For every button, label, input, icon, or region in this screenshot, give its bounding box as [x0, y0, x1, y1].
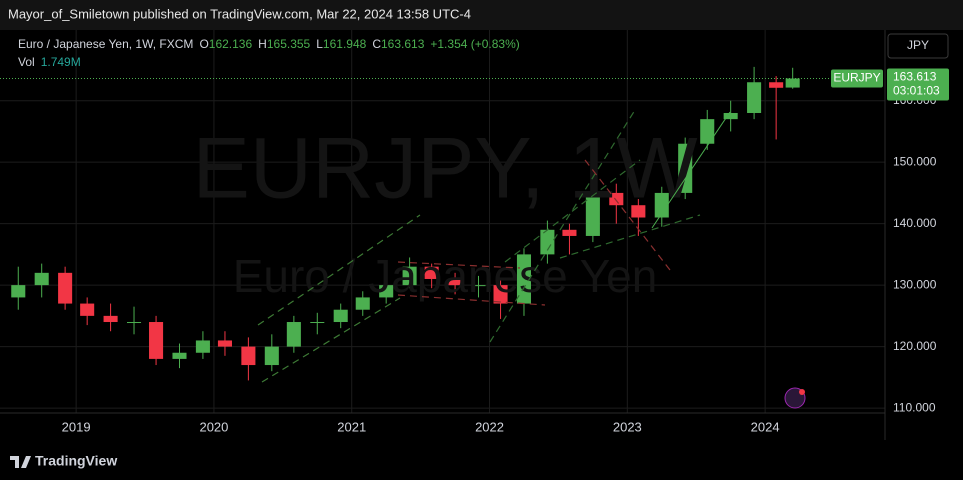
- candle-body: [723, 112, 738, 120]
- candle-body: [103, 315, 118, 323]
- channel-line: [504, 159, 641, 263]
- legend-volume: Vol 1.749M: [18, 55, 81, 69]
- legend-value: 161.948: [323, 37, 367, 51]
- candle-body: [11, 285, 26, 298]
- channel-line: [397, 294, 546, 306]
- channel-line: [257, 214, 421, 326]
- legend-label: O: [199, 37, 208, 51]
- price-tag-symbol-bg: [831, 69, 883, 88]
- candle-body: [424, 266, 439, 279]
- candle-body: [631, 205, 646, 218]
- candle-body: [769, 82, 784, 88]
- candle-body: [700, 119, 715, 144]
- legend-label: L: [316, 37, 323, 51]
- y-tick-label: 120.000: [893, 339, 937, 353]
- legend-label: H: [258, 37, 267, 51]
- x-tick-label: 2022: [475, 419, 504, 434]
- channel-line: [261, 297, 401, 383]
- trend-line: [651, 111, 731, 229]
- volume-value: 1.749M: [41, 55, 81, 69]
- legend-value: 165.355: [267, 37, 311, 51]
- currency-button-label[interactable]: JPY: [907, 38, 929, 52]
- candle-body: [402, 266, 417, 286]
- candle-body: [286, 322, 301, 347]
- footer: [0, 440, 963, 480]
- legend-label: C: [372, 37, 381, 51]
- price-tag-countdown: 03:01:03: [893, 84, 940, 98]
- alert-dot: [799, 389, 805, 395]
- header-bar: [0, 0, 963, 30]
- candle-body: [264, 346, 279, 366]
- candle-body: [126, 322, 142, 324]
- candle-body: [785, 78, 800, 88]
- candle-body: [540, 229, 555, 255]
- candle-body: [379, 285, 394, 298]
- candle-body: [333, 309, 348, 323]
- candle-body: [34, 272, 49, 286]
- currency-button[interactable]: [887, 33, 949, 59]
- candle-body: [217, 340, 232, 347]
- legend-change: +1.354 (+0.83%): [430, 37, 519, 51]
- y-tick-label: 130.000: [893, 277, 937, 291]
- drawings: [257, 109, 731, 383]
- y-tick-label: 150.000: [893, 154, 937, 168]
- x-tick-label: 2023: [613, 419, 642, 434]
- candle-body: [562, 229, 577, 236]
- candle-body: [493, 285, 508, 304]
- candle-body: [172, 352, 187, 359]
- candle-body: [241, 346, 256, 366]
- price-tag-value: 163.613: [893, 70, 937, 84]
- price-tag-symbol: EURJPY: [833, 71, 880, 85]
- candle-body: [678, 143, 693, 193]
- candle-body: [654, 192, 669, 218]
- candle-body: [471, 285, 486, 287]
- channel-line: [489, 109, 636, 343]
- price-tag-bg: [887, 68, 949, 101]
- channel-line: [397, 261, 521, 269]
- candle-body: [609, 192, 624, 206]
- candle-body: [747, 82, 762, 113]
- candle-body: [80, 303, 95, 316]
- candle-body: [195, 340, 210, 353]
- legend-value: 163.613: [381, 37, 425, 51]
- candle-body: [355, 297, 370, 310]
- plot-area: [0, 30, 885, 413]
- candle-body: [58, 272, 73, 304]
- watermark-description: Euro / Japanese Yen: [233, 250, 658, 302]
- channel-line: [559, 214, 701, 259]
- legend-ohlc: Euro / Japanese Yen, 1W, FXCM O162.136 H16…: [18, 37, 520, 51]
- candle-body: [149, 322, 164, 359]
- watermark-symbol: EURJPY, 1W: [193, 121, 698, 217]
- footer-brand: TradingView: [35, 453, 117, 469]
- candle-body: [448, 278, 463, 286]
- candle-body: [310, 322, 325, 324]
- publisher-line: Mayor_of_Smiletown published on TradingV…: [8, 6, 471, 21]
- legend-symbol: Euro / Japanese Yen, 1W, FXCM: [18, 37, 193, 51]
- x-tick-label: 2019: [62, 419, 91, 434]
- volume-label: Vol: [18, 55, 35, 69]
- x-tick-label: 2021: [337, 419, 366, 434]
- y-tick-label: 140.000: [893, 216, 937, 230]
- candle-body: [516, 254, 532, 304]
- y-tick-label: 110.000: [893, 400, 936, 414]
- legend-value: 162.136: [209, 37, 253, 51]
- tradingview-logo: [10, 456, 31, 468]
- x-tick-label: 2020: [199, 419, 228, 434]
- x-tick-label: 2024: [751, 419, 780, 434]
- candle-body: [585, 192, 600, 236]
